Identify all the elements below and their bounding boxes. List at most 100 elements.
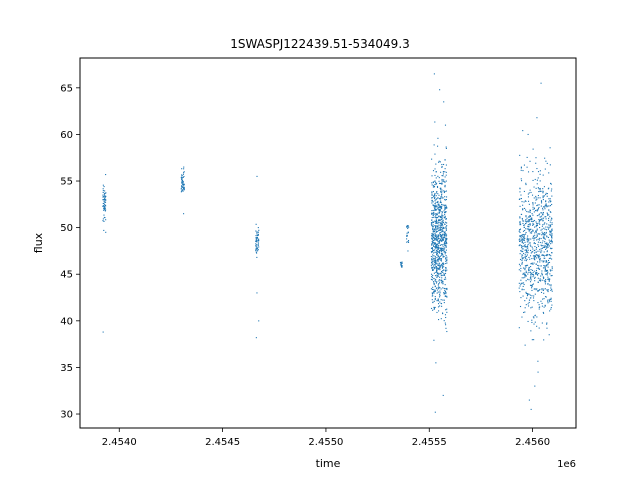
data-point — [523, 311, 525, 314]
data-point — [434, 265, 436, 267]
data-point — [441, 163, 443, 166]
data-point — [537, 281, 539, 283]
data-point — [531, 258, 533, 260]
data-point — [524, 246, 526, 248]
data-point — [544, 283, 547, 285]
data-point — [535, 157, 537, 159]
data-point — [446, 311, 448, 313]
data-point — [520, 213, 522, 215]
data-point — [549, 226, 551, 228]
data-point — [434, 286, 436, 288]
data-point — [519, 198, 521, 200]
data-point — [533, 257, 535, 259]
data-point — [430, 255, 432, 258]
data-point — [435, 234, 437, 236]
data-point — [518, 327, 520, 329]
data-point — [445, 239, 447, 241]
data-point — [444, 223, 446, 225]
data-point — [183, 189, 185, 191]
data-point — [441, 211, 443, 213]
data-point — [532, 276, 534, 278]
data-point — [440, 265, 442, 267]
data-point — [535, 226, 537, 228]
data-point — [433, 306, 435, 308]
data-point — [433, 243, 436, 245]
data-point — [437, 260, 439, 262]
data-point — [526, 251, 528, 253]
data-point — [103, 205, 105, 207]
data-point — [544, 266, 546, 268]
data-point — [526, 156, 528, 158]
data-point — [438, 256, 441, 258]
data-point — [534, 178, 536, 181]
data-point — [525, 216, 527, 218]
data-point — [538, 265, 540, 267]
data-point — [438, 241, 440, 243]
data-point — [255, 238, 257, 240]
data-point — [537, 289, 539, 292]
data-point — [519, 223, 521, 225]
data-point — [532, 229, 534, 231]
data-point — [436, 243, 438, 245]
data-point — [537, 244, 539, 246]
data-point — [524, 272, 526, 274]
data-point — [550, 297, 552, 299]
data-point — [537, 171, 540, 173]
data-point — [435, 262, 437, 264]
data-point — [530, 275, 532, 277]
data-point — [542, 217, 545, 219]
data-point — [439, 198, 441, 200]
data-point — [440, 250, 442, 252]
data-point — [434, 262, 436, 264]
data-point — [437, 303, 440, 305]
data-point — [547, 299, 549, 301]
data-point — [533, 235, 535, 237]
data-point — [434, 184, 436, 186]
data-point — [439, 161, 441, 163]
data-point — [536, 183, 538, 185]
data-point — [437, 300, 439, 302]
data-point — [549, 233, 551, 235]
data-point — [439, 231, 441, 234]
data-point — [432, 185, 435, 187]
data-point — [525, 222, 527, 225]
data-point — [529, 209, 531, 211]
data-point — [256, 292, 258, 294]
data-point — [441, 281, 444, 283]
data-point — [441, 204, 443, 206]
data-point — [550, 190, 552, 192]
data-point — [444, 322, 446, 324]
data-point — [439, 295, 441, 297]
data-point — [548, 172, 550, 174]
data-point — [546, 162, 548, 164]
data-point — [446, 287, 448, 290]
data-point — [545, 296, 547, 298]
data-point — [544, 246, 546, 248]
data-point — [438, 219, 440, 221]
data-point — [525, 264, 527, 267]
data-point — [434, 251, 436, 253]
data-point — [444, 185, 446, 187]
data-point — [443, 101, 445, 103]
data-point — [541, 305, 543, 307]
data-point — [438, 241, 440, 243]
data-point — [431, 219, 433, 221]
data-point — [439, 208, 441, 210]
data-point — [255, 235, 257, 237]
data-point — [441, 196, 443, 198]
data-point — [546, 255, 548, 257]
data-point — [435, 263, 437, 265]
data-point — [406, 225, 408, 228]
data-point — [535, 272, 537, 274]
data-point — [439, 282, 441, 284]
data-point — [433, 282, 435, 284]
data-point — [255, 337, 257, 339]
data-point — [434, 297, 436, 300]
data-point — [437, 230, 439, 232]
data-point — [436, 253, 438, 255]
data-point — [433, 291, 435, 293]
data-point — [446, 288, 448, 291]
data-point — [442, 238, 444, 241]
data-point — [434, 243, 437, 245]
data-point — [442, 238, 444, 240]
